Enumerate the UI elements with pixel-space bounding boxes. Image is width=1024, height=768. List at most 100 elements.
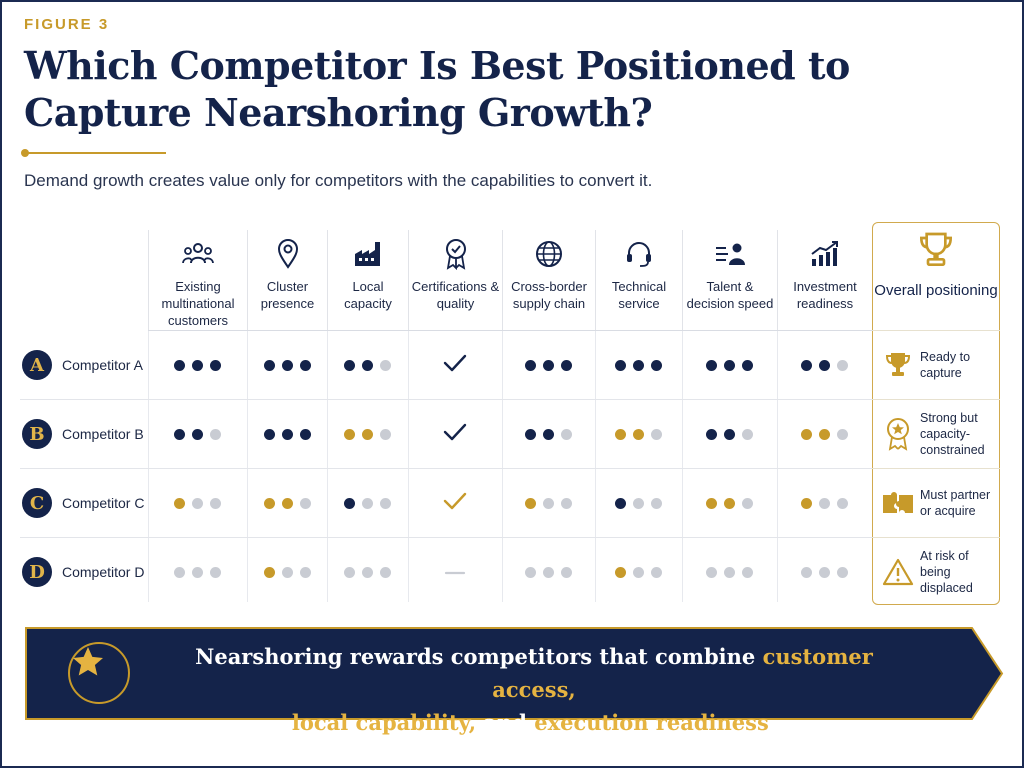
competitor-name: Competitor B [62, 426, 144, 442]
globe-icon [534, 234, 564, 274]
rating-dot [174, 566, 185, 578]
competitor-letter-badge: B [22, 419, 52, 449]
rating-dot [344, 359, 355, 371]
rating-dot [724, 359, 735, 371]
rating-dot [742, 566, 753, 578]
subtitle: Demand growth creates value only for com… [24, 171, 653, 190]
competitor-row-label: A Competitor A [22, 349, 143, 381]
row-divider [20, 537, 872, 538]
column-header-label: Talent & decision speed [686, 279, 774, 311]
rating-dot [561, 497, 572, 509]
location-pin-icon [277, 234, 299, 274]
capability-rating [595, 557, 682, 587]
rating-dot [633, 359, 644, 371]
certification-badge-icon [443, 234, 469, 274]
capability-rating [148, 557, 247, 587]
capability-rating [408, 488, 502, 518]
rating-dot [706, 359, 717, 371]
column-header-label: Local capacity [344, 279, 392, 311]
overall-header-label: Overall positioning [874, 282, 998, 299]
capability-rating [247, 419, 327, 449]
rating-dot [819, 428, 830, 440]
capability-rating [502, 557, 595, 587]
column-header: Cluster presence [247, 230, 327, 330]
column-separator [595, 330, 596, 602]
column-header-label: Technical service [611, 279, 667, 311]
column-separator [247, 330, 248, 602]
people-icon [181, 234, 215, 274]
overall-positioning-cell: Strong but capacity-constrained [880, 409, 998, 459]
rating-dot [263, 359, 275, 371]
check-icon [443, 491, 467, 516]
rating-dot [362, 497, 373, 509]
competitor-row-label: C Competitor C [22, 487, 144, 519]
rating-dot [615, 497, 626, 509]
page-title: Which Competitor Is Best Positioned to C… [24, 43, 850, 135]
rating-dot [819, 359, 830, 371]
overall-row-divider [872, 399, 1000, 400]
banner-highlight: execution readiness [534, 710, 769, 735]
award-medal-icon [880, 417, 916, 451]
rating-dot [263, 566, 275, 578]
rating-dot [380, 428, 391, 440]
rating-dot [651, 428, 662, 440]
rating-dot [706, 428, 717, 440]
title-divider [21, 149, 166, 157]
capability-rating [408, 350, 502, 380]
column-separator [148, 330, 149, 602]
rating-dot [837, 428, 848, 440]
rating-dot [615, 428, 626, 440]
column-header: Existing multinational customers [148, 230, 247, 330]
figure-label: FIGURE 3 [24, 16, 110, 33]
banner-shape [25, 627, 1004, 720]
competitor-name: Competitor D [62, 564, 145, 580]
rating-dot [801, 428, 812, 440]
rating-dot [706, 566, 717, 578]
rating-dot [362, 566, 373, 578]
key-takeaway-banner: Nearshoring rewards competitors that com… [24, 626, 1004, 735]
rating-dot [801, 359, 812, 371]
rating-dot [525, 497, 536, 509]
rating-dot [819, 566, 830, 578]
column-header: Certifications & quality [408, 230, 502, 330]
rating-dot [192, 359, 203, 371]
column-header-label: Investment readiness [793, 279, 857, 311]
competitor-letter-badge: D [22, 557, 52, 587]
rating-dot [380, 566, 391, 578]
row-divider [20, 399, 872, 400]
column-header-label: Certifications & quality [411, 279, 500, 311]
capability-rating [148, 419, 247, 449]
capability-rating [682, 419, 777, 449]
capability-rating [247, 350, 327, 380]
header-divider [148, 330, 872, 331]
rating-dot [263, 428, 275, 440]
rating-dot [633, 428, 644, 440]
rating-dot [525, 566, 536, 578]
rating-dot [281, 497, 293, 509]
banner-phrase: and [476, 710, 535, 735]
rating-dot [633, 566, 644, 578]
column-separator [502, 330, 503, 602]
competitor-row-label: B Competitor B [22, 418, 144, 450]
capability-rating [777, 419, 872, 449]
column-header-label: Cluster presence [260, 279, 315, 311]
capability-rating [502, 419, 595, 449]
banner-text: Nearshoring rewards competitors that com… [154, 640, 914, 739]
overall-positioning-text: Must partner or acquire [920, 488, 991, 518]
competitor-name: Competitor C [62, 495, 145, 511]
competitor-letter-badge: C [22, 488, 52, 518]
rating-dot [192, 497, 203, 509]
star-icon [68, 642, 130, 704]
capability-rating [682, 488, 777, 518]
rating-dot [344, 497, 355, 509]
rating-dot [615, 566, 626, 578]
rating-dot [651, 566, 662, 578]
rating-dot [210, 359, 221, 371]
warning-icon [880, 557, 916, 587]
rating-dot [801, 497, 812, 509]
column-header-label: Cross-border supply chain [511, 279, 587, 311]
rating-dot [651, 359, 662, 371]
column-header: Local capacity [327, 230, 408, 330]
competitor-row-label: D Competitor D [22, 556, 144, 588]
column-separator [327, 330, 328, 602]
